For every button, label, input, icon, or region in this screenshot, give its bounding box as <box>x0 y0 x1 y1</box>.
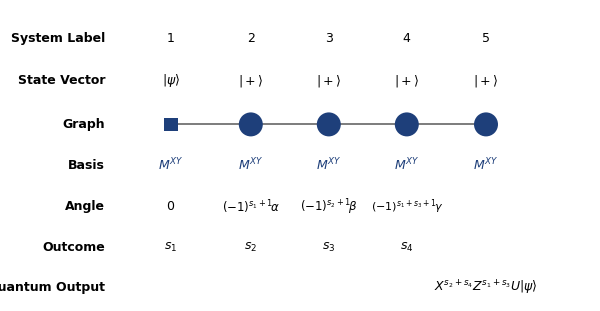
Text: Basis: Basis <box>68 159 105 172</box>
Text: 5: 5 <box>482 32 490 45</box>
Text: $|\psi\rangle$: $|\psi\rangle$ <box>162 72 180 89</box>
Text: $M^{XY}$: $M^{XY}$ <box>238 157 263 174</box>
Text: 4: 4 <box>403 32 411 45</box>
Text: $|+\rangle$: $|+\rangle$ <box>394 73 419 89</box>
Text: $X^{s_2+s_4}Z^{s_1+s_3}U|\psi\rangle$: $X^{s_2+s_4}Z^{s_1+s_3}U|\psi\rangle$ <box>434 279 538 297</box>
Text: 1: 1 <box>167 32 175 45</box>
Text: $M^{XY}$: $M^{XY}$ <box>394 157 419 174</box>
Ellipse shape <box>395 112 419 137</box>
Text: $s_2$: $s_2$ <box>244 241 257 254</box>
Text: $M^{XY}$: $M^{XY}$ <box>158 157 184 174</box>
Text: $s_1$: $s_1$ <box>164 241 178 254</box>
Text: Angle: Angle <box>65 200 105 213</box>
Ellipse shape <box>474 112 498 137</box>
Text: $M^{XY}$: $M^{XY}$ <box>473 157 499 174</box>
Text: Graph: Graph <box>62 118 105 131</box>
Text: $|+\rangle$: $|+\rangle$ <box>316 73 341 89</box>
FancyBboxPatch shape <box>164 118 178 131</box>
Text: $s_3$: $s_3$ <box>322 241 335 254</box>
Text: 2: 2 <box>247 32 255 45</box>
Text: $(-1)^{s_2+1}\!\beta$: $(-1)^{s_2+1}\!\beta$ <box>300 197 358 217</box>
Text: $|+\rangle$: $|+\rangle$ <box>238 73 263 89</box>
Text: $(-1)^{s_1+s_3+1}\!\gamma$: $(-1)^{s_1+s_3+1}\!\gamma$ <box>371 197 443 216</box>
Text: $s_4$: $s_4$ <box>400 241 413 254</box>
Ellipse shape <box>239 112 263 137</box>
Text: $|+\rangle$: $|+\rangle$ <box>473 73 499 89</box>
Text: Outcome: Outcome <box>42 241 105 254</box>
Text: Quantum Output: Quantum Output <box>0 281 105 294</box>
Text: 3: 3 <box>325 32 333 45</box>
Text: $M^{XY}$: $M^{XY}$ <box>316 157 341 174</box>
Text: System Label: System Label <box>11 32 105 45</box>
Text: $(-1)^{s_1+1}\!\alpha$: $(-1)^{s_1+1}\!\alpha$ <box>222 198 280 216</box>
Text: State Vector: State Vector <box>17 74 105 87</box>
Ellipse shape <box>317 112 341 137</box>
Text: $0$: $0$ <box>166 200 176 213</box>
